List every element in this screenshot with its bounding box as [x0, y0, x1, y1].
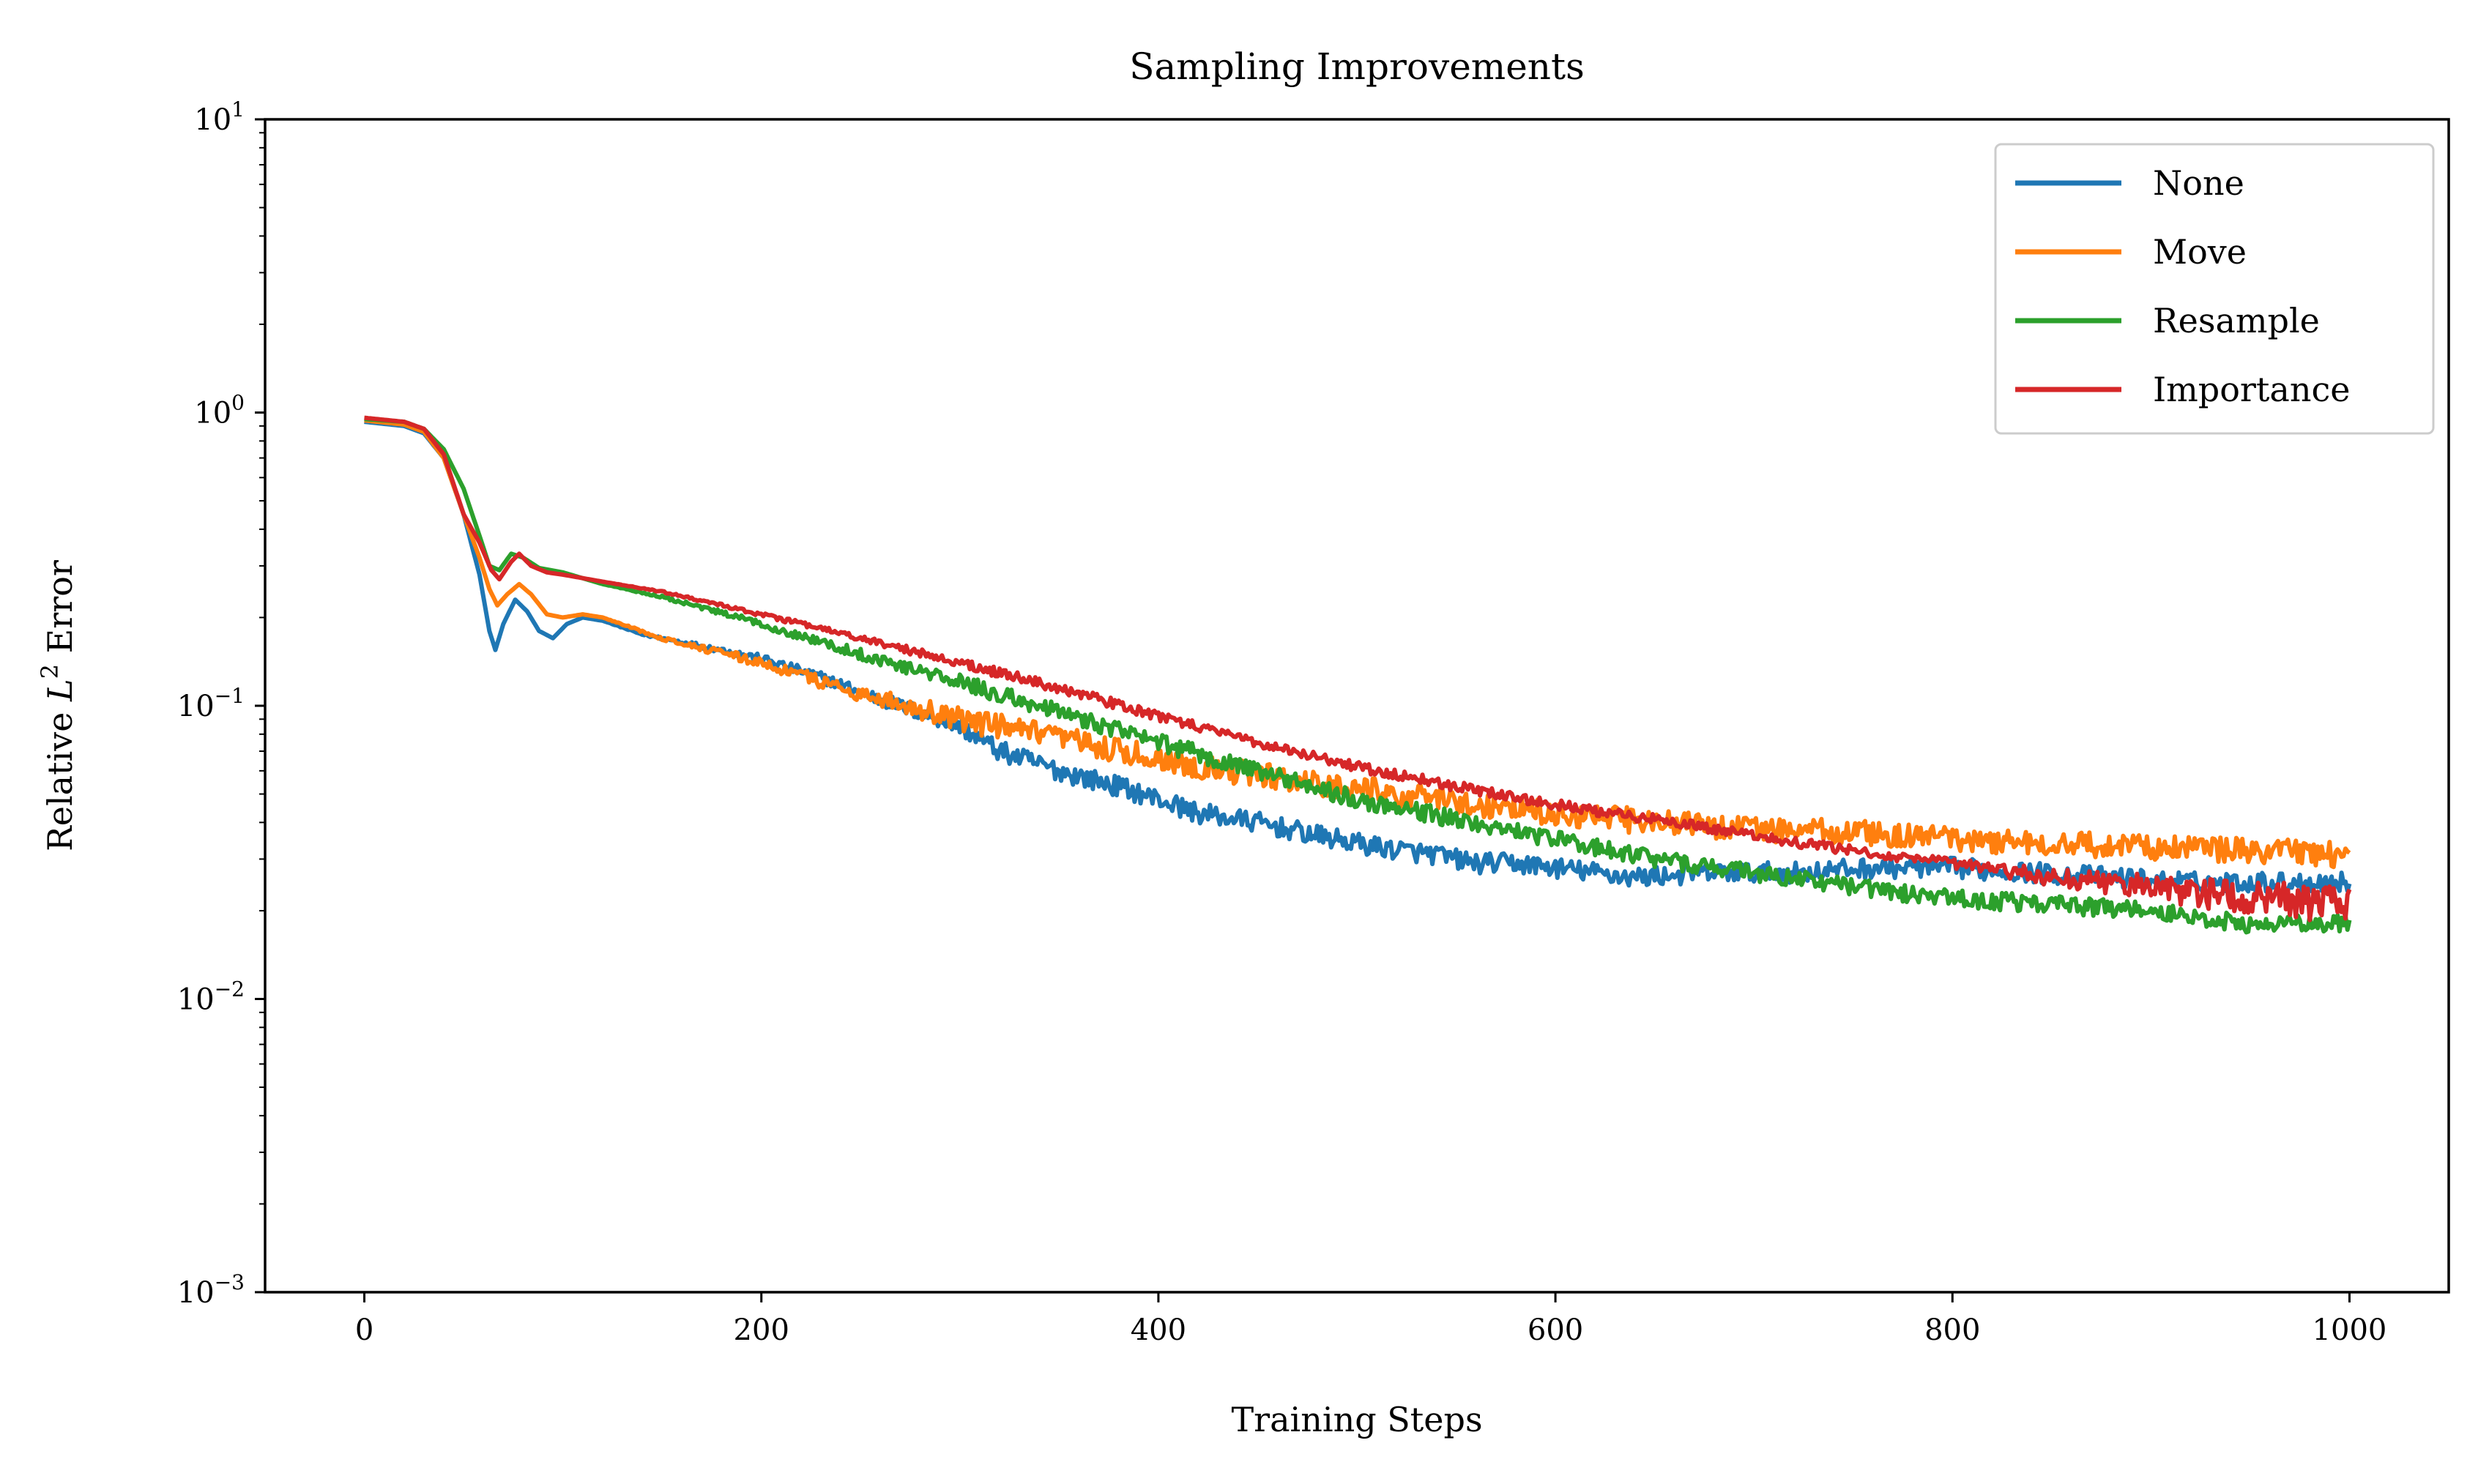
- legend-label-move: Move: [2153, 232, 2247, 272]
- plot-area: [364, 415, 2352, 935]
- legend-label-importance: Importance: [2153, 370, 2350, 409]
- y-axis-title: Relative L2 Error: [36, 560, 80, 851]
- series-line-importance: [364, 415, 2352, 922]
- x-tick-label: 200: [734, 1313, 789, 1347]
- y-tick-exponent: 1: [231, 97, 245, 122]
- legend-box: [1994, 143, 2435, 435]
- x-axis-title: Training Steps: [1231, 1400, 1482, 1439]
- y-tick-label: 10−3: [177, 1270, 245, 1310]
- y-tick-base: 10: [177, 690, 215, 723]
- x-axis: 0 200 400 600 800 1000: [355, 1292, 2387, 1347]
- y-tick-exponent: −3: [215, 1270, 245, 1294]
- y-axis-title-suffix: Error: [40, 560, 80, 664]
- y-tick-base: 10: [194, 397, 231, 430]
- y-tick-base: 10: [177, 1276, 215, 1310]
- legend: None Move Resample Importance: [1994, 143, 2435, 435]
- y-tick-label: 100: [194, 391, 245, 430]
- y-axis-title-exponent: 2: [36, 664, 64, 679]
- series-line-move: [364, 418, 2351, 870]
- x-tick-label: 1000: [2313, 1313, 2387, 1347]
- x-tick-label: 600: [1528, 1313, 1583, 1347]
- y-tick-label: 10−1: [177, 684, 245, 723]
- y-tick-exponent: 0: [231, 391, 245, 415]
- x-tick-label: 400: [1131, 1313, 1186, 1347]
- series-line-resample: [364, 417, 2352, 935]
- chart-title: Sampling Improvements: [1129, 45, 1585, 88]
- y-tick-exponent: −1: [215, 684, 245, 708]
- y-tick-exponent: −2: [215, 977, 245, 1002]
- y-tick-label: 101: [194, 97, 245, 137]
- x-tick-label: 800: [1924, 1313, 1980, 1347]
- y-axis-title-variable: L: [40, 679, 80, 702]
- y-tick-label: 10−2: [177, 977, 245, 1017]
- legend-label-resample: Resample: [2153, 301, 2320, 340]
- legend-label-none: None: [2153, 163, 2244, 203]
- y-tick-base: 10: [177, 983, 215, 1017]
- y-axis-title-prefix: Relative: [40, 701, 80, 851]
- y-tick-base: 10: [194, 103, 231, 137]
- x-tick-label: 0: [355, 1313, 373, 1347]
